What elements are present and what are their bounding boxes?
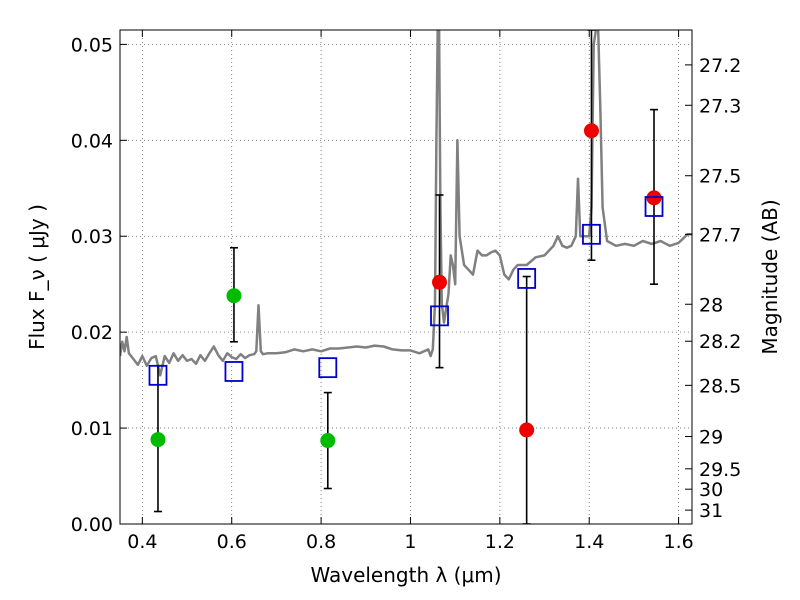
data-point-square xyxy=(644,196,664,217)
y2-tick-label: 28 xyxy=(699,294,723,316)
x-tick-label: 0.8 xyxy=(306,531,336,553)
y-tick-label: 0.01 xyxy=(71,418,113,440)
data-point-circle xyxy=(432,274,448,290)
data-point-circle xyxy=(150,432,166,448)
y2-tick-label: 30 xyxy=(699,479,723,501)
x-axis-label: Wavelength λ (μm) xyxy=(310,563,501,587)
data-point-circle xyxy=(519,422,535,438)
data-point-circle xyxy=(583,123,599,139)
y-tick-label: 0.04 xyxy=(71,130,113,152)
x-tick-label: 1 xyxy=(404,531,416,553)
y-tick-label: 0.02 xyxy=(71,322,113,344)
axis-ticks: 0.4 0.6 0.8 1 1.2 1.4 1.6 0.00 0.01 0.02 0.03 0.04 0… xyxy=(71,30,741,553)
y2-tick-label: 29 xyxy=(699,427,723,449)
y2-tick-label: 27.5 xyxy=(699,166,741,188)
plot-frame xyxy=(119,29,693,525)
y2-tick-label: 28.5 xyxy=(699,375,741,397)
y-tick-label: 0.05 xyxy=(71,34,113,56)
model-spectrum-line xyxy=(120,30,692,377)
data-point-square xyxy=(582,223,601,245)
data-point-square xyxy=(318,357,338,379)
y-axis-label: Flux F_ν ( μJy ) xyxy=(25,204,49,350)
error-bars xyxy=(153,30,659,524)
y-tick-label: 0.03 xyxy=(71,226,113,248)
spectrum-layer xyxy=(120,30,692,377)
y2-tick-label: 28.2 xyxy=(699,331,741,353)
x-tick-label: 1.2 xyxy=(485,531,515,553)
y2-axis-label: Magnitude (AB) xyxy=(758,199,782,354)
x-tick-label: 0.6 xyxy=(217,531,247,553)
y-tick-label: 0.00 xyxy=(71,514,113,536)
y2-tick-label: 27.3 xyxy=(699,95,741,117)
y2-tick-label: 29.5 xyxy=(699,459,741,481)
data-point-square xyxy=(430,305,449,327)
x-tick-label: 1.4 xyxy=(574,531,604,553)
x-tick-label: 1.6 xyxy=(663,531,693,553)
grid-lines xyxy=(120,30,692,524)
x-tick-label: 0.4 xyxy=(127,531,157,553)
y2-tick-label: 31 xyxy=(699,500,723,522)
y2-tick-label: 27.7 xyxy=(699,224,741,246)
data-point-circle xyxy=(226,288,242,304)
data-point-square xyxy=(517,268,537,289)
data-point-square xyxy=(148,364,168,386)
y2-tick-label: 27.2 xyxy=(699,55,741,77)
data-markers xyxy=(148,123,664,449)
data-point-circle xyxy=(320,433,336,449)
data-point-square xyxy=(224,361,244,382)
